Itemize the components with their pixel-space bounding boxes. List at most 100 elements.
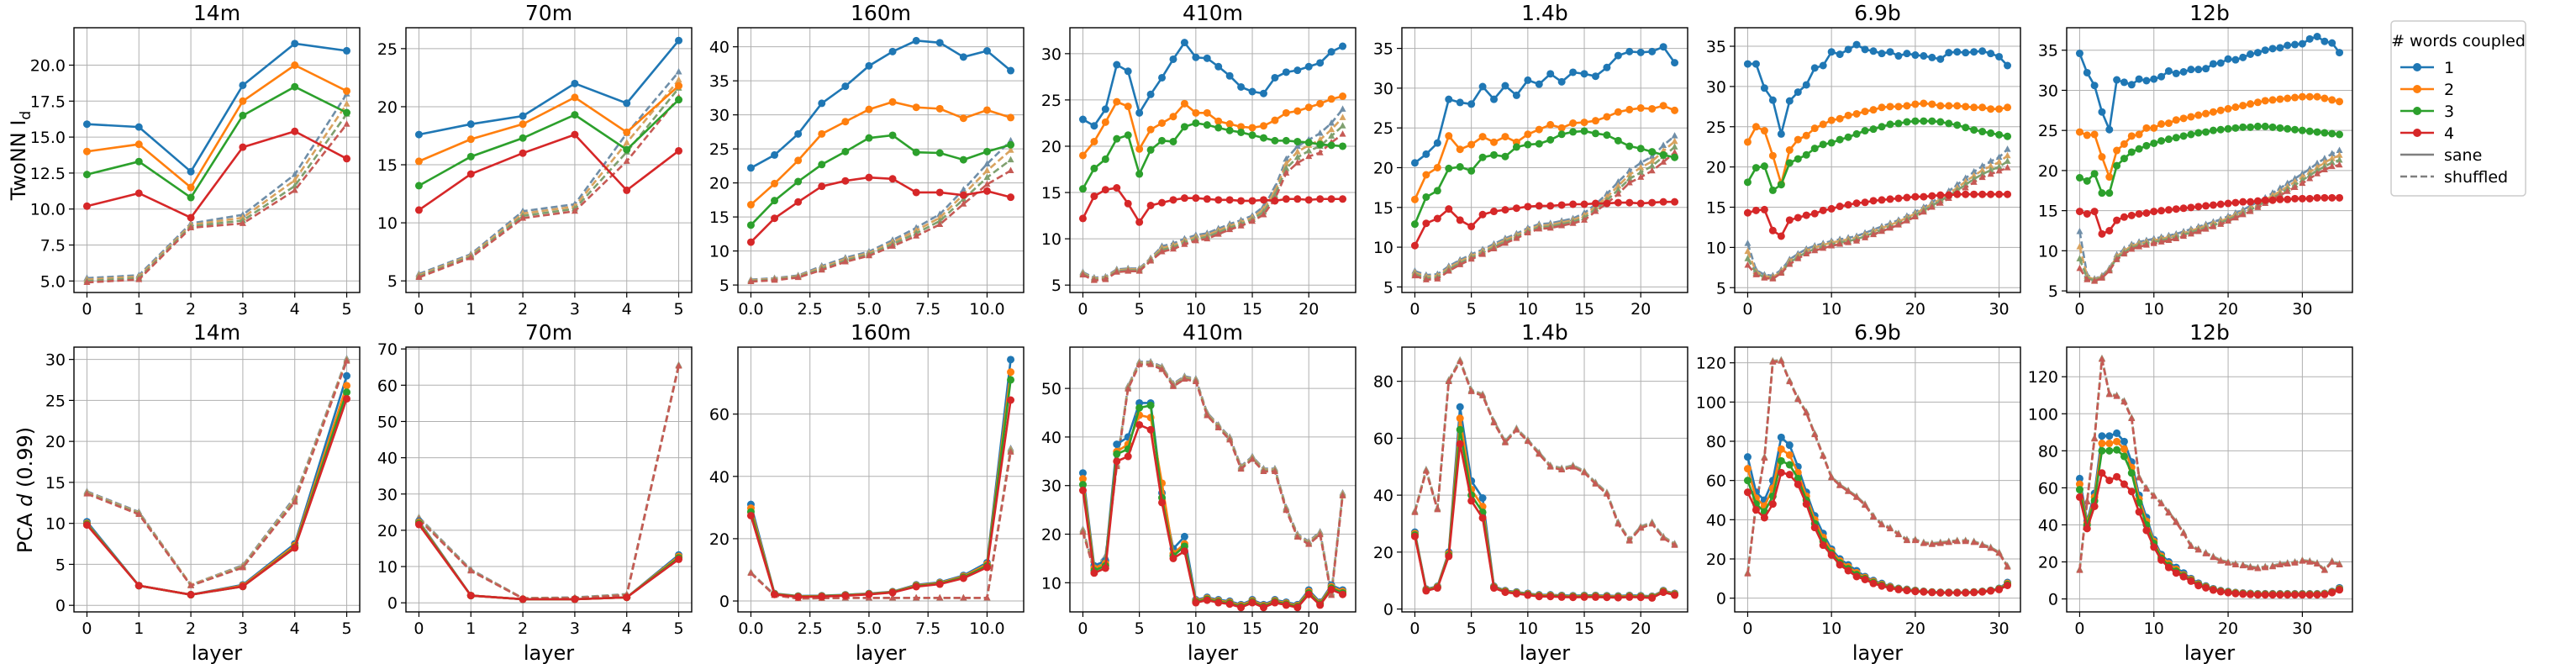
data-point-4-shuffled (1886, 224, 1894, 231)
data-point-3-sane (2247, 123, 2255, 131)
data-point-2-shuffled (1637, 163, 1645, 171)
data-point-4-sane (291, 544, 299, 552)
data-point-2-sane (1113, 97, 1121, 106)
x-tick-label: 30 (1989, 300, 2009, 319)
data-point-1-sane (2276, 44, 2284, 52)
data-point-1-sane (1785, 97, 1794, 105)
series-line-3-shuffled (1414, 145, 1676, 280)
data-point-2-sane (414, 157, 423, 166)
series-line-2-shuffled (1082, 361, 1344, 594)
y-tick-label: 15 (377, 156, 398, 175)
data-point-4-shuffled (2187, 229, 2194, 237)
data-point-4-shuffled (2314, 170, 2321, 177)
data-point-1-sane (1169, 55, 1177, 63)
series-group (746, 36, 1015, 285)
data-point-3-sane (2135, 145, 2143, 153)
data-point-3-sane (1158, 136, 1167, 145)
y-tick-label: 10 (377, 558, 398, 577)
data-point-2-sane (1169, 113, 1177, 121)
data-point-1-sane (1591, 72, 1599, 81)
y-tick-label: 15 (1706, 199, 1726, 218)
y-tick-label: 40 (377, 450, 398, 468)
data-point-3-sane (2224, 124, 2232, 133)
data-point-2-sane (2179, 114, 2188, 123)
data-point-4-sane (912, 582, 920, 591)
data-point-4-sane (982, 187, 991, 195)
data-point-4-sane (2075, 208, 2083, 216)
x-tick-label: 2 (518, 300, 528, 319)
data-point-4-shuffled (1786, 260, 1794, 267)
data-point-1-sane (1819, 61, 1827, 70)
data-point-1-sane (1903, 50, 1911, 58)
data-point-3-sane (239, 111, 247, 119)
legend-style-label-sane: sane (2444, 146, 2482, 165)
data-point-4-sane (1146, 201, 1155, 209)
data-point-1-sane (1259, 89, 1267, 97)
data-point-3-sane (2172, 134, 2180, 142)
data-point-1-shuffled (1328, 119, 1335, 126)
data-point-4-sane (1248, 598, 1256, 607)
data-point-4-shuffled (1936, 540, 1944, 546)
series-line-3-sane (418, 98, 680, 187)
axes-frame (1069, 27, 1356, 293)
data-point-4-shuffled (1845, 487, 1852, 494)
data-point-4-sane (1648, 593, 1657, 602)
data-point-2-sane (1580, 119, 1588, 127)
data-point-4-sane (1936, 588, 1945, 597)
data-point-4-sane (2083, 209, 2091, 218)
data-point-1-shuffled (1615, 178, 1622, 185)
data-point-2-shuffled (2076, 243, 2083, 250)
x-tick-label: 1 (466, 300, 476, 319)
data-point-4-sane (2157, 207, 2166, 215)
data-point-4-sane (1422, 219, 1430, 228)
data-point-1-sane (1524, 76, 1532, 84)
panel-bottom-160m: 0.0 2.5 5.0 7.5 10.0 0 20 40 60 160m layer (709, 320, 1025, 664)
series-line-1-shuffled (1082, 361, 1344, 593)
y-tick-label: 30 (709, 107, 730, 125)
data-point-3-sane (1501, 152, 1509, 161)
data-point-3-sane (2120, 452, 2128, 461)
data-point-2-sane (2098, 153, 2106, 161)
data-point-4-shuffled (1569, 219, 1577, 226)
series-line-2-sane (87, 64, 348, 189)
data-point-1-sane (2298, 40, 2306, 48)
x-tick-label: 0 (414, 300, 424, 319)
data-point-1-sane (2120, 78, 2128, 87)
data-point-1-sane (1962, 49, 1970, 57)
data-point-1-sane (2142, 76, 2151, 85)
series-line-1-sane (87, 42, 347, 174)
data-point-4-shuffled (2004, 563, 2011, 570)
series-line-1-sane (750, 40, 1012, 169)
data-point-1-sane (1248, 87, 1256, 96)
data-point-2-sane (1271, 116, 1279, 124)
data-point-2-sane (1777, 445, 1785, 453)
data-point-3-sane (1180, 123, 1188, 131)
data-point-1-sane (1124, 67, 1132, 76)
panel-title: 160m (851, 320, 911, 345)
x-tick-label: 1 (134, 300, 144, 319)
x-tick-label: 2 (186, 619, 196, 638)
series-line-4-shuffled (751, 169, 1012, 283)
data-point-2-sane (1911, 100, 1920, 108)
y-tick-label: 20 (1041, 526, 1061, 545)
data-point-3-sane (2075, 486, 2083, 494)
series-line-3-shuffled (86, 360, 348, 588)
data-point-4-sane (2202, 583, 2210, 592)
data-point-4-sane (1962, 190, 1970, 198)
data-point-2-shuffled (291, 176, 298, 183)
panel-title: 12b (2189, 320, 2230, 345)
data-point-4-shuffled (1113, 268, 1120, 275)
data-point-3-sane (2276, 124, 2284, 132)
x-axis-label: layer (192, 641, 242, 664)
data-point-4-shuffled (291, 498, 298, 505)
data-point-1-sane (82, 120, 91, 129)
data-point-3-sane (1928, 117, 1936, 125)
data-point-4-sane (1158, 498, 1167, 507)
x-tick-label: 10 (1186, 619, 1206, 638)
data-point-4-sane (2276, 591, 2284, 599)
data-point-1-sane (1113, 61, 1121, 69)
data-point-4-shuffled (1648, 166, 1656, 174)
data-point-4-shuffled (135, 276, 143, 282)
data-point-4-sane (2113, 472, 2121, 481)
data-point-4-shuffled (747, 277, 755, 285)
